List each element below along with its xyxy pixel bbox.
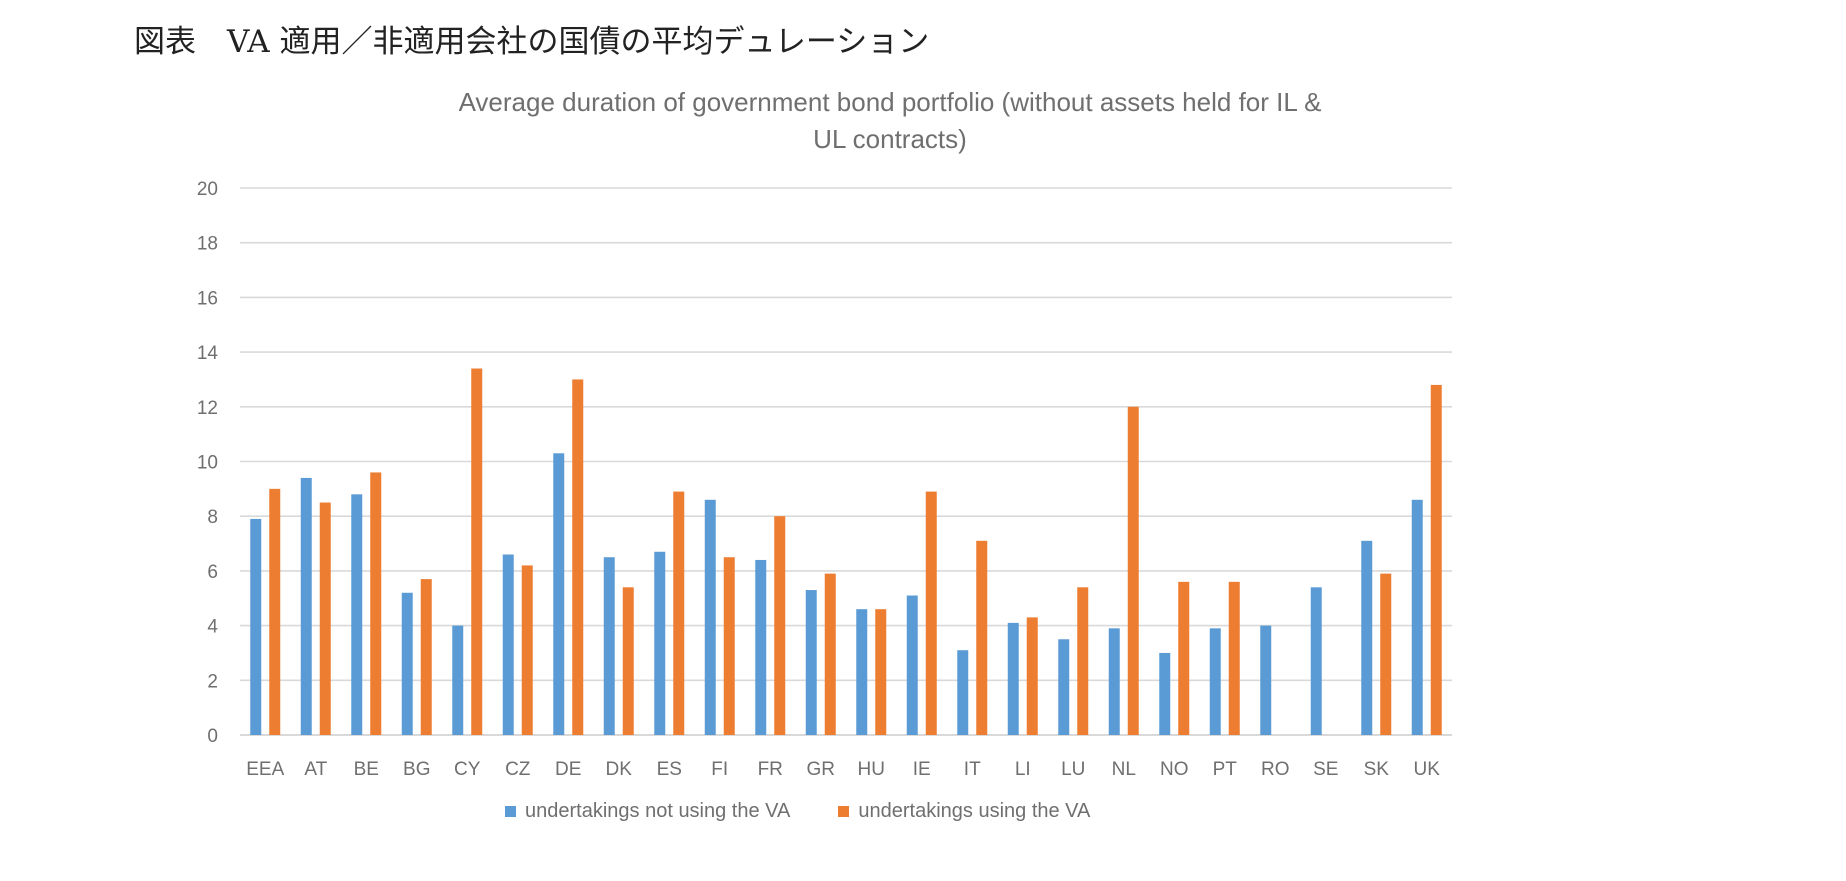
- bar-using-va: [673, 491, 685, 735]
- bar-using-va: [572, 379, 584, 735]
- x-tick-label: LI: [1015, 759, 1031, 780]
- bar-using-va: [925, 491, 937, 735]
- bar-not-using-va: [1007, 622, 1019, 735]
- y-tick-label: 20: [197, 179, 218, 200]
- y-tick-label: 4: [207, 617, 218, 638]
- bar-not-using-va: [1310, 587, 1322, 735]
- bar-not-using-va: [1209, 628, 1221, 735]
- x-tick-label: FI: [711, 759, 728, 780]
- bar-using-va: [420, 579, 432, 735]
- x-tick-label: SK: [1364, 759, 1390, 780]
- bar-using-va: [1430, 384, 1442, 735]
- bar-not-using-va: [401, 592, 413, 735]
- y-tick-label: 2: [207, 671, 218, 692]
- bar-using-va: [824, 573, 836, 735]
- bar-not-using-va: [351, 494, 363, 735]
- bars: [250, 368, 1442, 735]
- x-tick-label: AT: [304, 759, 327, 780]
- chart-title: Average duration of government bond port…: [240, 84, 1540, 158]
- bar-using-va: [622, 587, 634, 735]
- bar-using-va: [1127, 406, 1139, 735]
- bar-not-using-va: [704, 499, 716, 735]
- x-tick-label: DK: [606, 759, 633, 780]
- bar-not-using-va: [452, 625, 464, 735]
- y-axis-ticks: 0 2 4 6 8 10 12 14 16 18 20: [197, 179, 219, 747]
- x-tick-label: RO: [1261, 759, 1290, 780]
- bar-using-va: [1178, 581, 1190, 735]
- bar-using-va: [976, 540, 988, 735]
- bar-not-using-va: [805, 590, 817, 735]
- y-tick-label: 16: [197, 288, 218, 309]
- bar-using-va: [1077, 587, 1089, 735]
- y-tick-label: 12: [197, 398, 218, 419]
- x-tick-label: HU: [858, 759, 885, 780]
- y-tick-label: 10: [197, 453, 218, 474]
- x-tick-label: CZ: [505, 759, 531, 780]
- bar-using-va: [1380, 573, 1392, 735]
- x-tick-label: SE: [1313, 759, 1338, 780]
- bar-not-using-va: [1260, 625, 1272, 735]
- x-tick-label: IT: [964, 759, 981, 780]
- bar-using-va: [875, 609, 887, 735]
- bar-not-using-va: [250, 518, 262, 735]
- legend-item-not-using-va: undertakings not using the VA: [505, 800, 790, 823]
- bar-not-using-va: [654, 551, 666, 735]
- bar-not-using-va: [502, 554, 514, 735]
- legend-item-using-va: undertakings using the VA: [838, 800, 1090, 823]
- x-axis-ticks: EEA AT BE BG CY CZ DE DK ES FI FR GR HU IE IT LI LU NL NO P…: [246, 759, 1440, 780]
- bar-using-va: [269, 488, 281, 735]
- y-tick-label: 8: [207, 507, 218, 528]
- bar-using-va: [521, 565, 533, 735]
- x-tick-label: NO: [1160, 759, 1189, 780]
- y-tick-label: 0: [207, 726, 218, 747]
- bar-using-va: [370, 472, 382, 735]
- bar-using-va: [1026, 617, 1038, 735]
- x-tick-label: CY: [454, 759, 481, 780]
- legend-label-not-using-va: undertakings not using the VA: [525, 800, 791, 822]
- bar-not-using-va: [1159, 652, 1171, 735]
- chart-legend: undertakings not using the VA undertakin…: [505, 800, 1138, 823]
- x-tick-label: LU: [1061, 759, 1085, 780]
- x-tick-label: BG: [403, 759, 430, 780]
- gridlines: [240, 187, 1452, 736]
- x-tick-label: FR: [758, 759, 783, 780]
- bar-not-using-va: [1108, 628, 1120, 735]
- x-tick-label: BE: [354, 759, 379, 780]
- bar-using-va: [471, 368, 483, 735]
- x-tick-label: ES: [657, 759, 682, 780]
- x-tick-label: PT: [1213, 759, 1238, 780]
- bar-not-using-va: [553, 453, 565, 735]
- bar-not-using-va: [1058, 639, 1070, 735]
- legend-swatch-using-va: [838, 806, 850, 817]
- bar-not-using-va: [300, 477, 312, 735]
- bar-using-va: [774, 516, 786, 735]
- x-tick-label: UK: [1414, 759, 1441, 780]
- legend-label-using-va: undertakings using the VA: [858, 800, 1091, 822]
- y-tick-label: 6: [207, 562, 218, 583]
- chart-title-line-1: Average duration of government bond port…: [458, 87, 1322, 117]
- y-tick-label: 18: [197, 234, 218, 255]
- x-tick-label: DE: [555, 759, 581, 780]
- bar-not-using-va: [906, 595, 918, 735]
- bar-not-using-va: [1361, 540, 1373, 735]
- bar-not-using-va: [755, 559, 767, 735]
- bar-not-using-va: [856, 609, 868, 735]
- x-tick-label: EEA: [246, 759, 284, 780]
- x-tick-label: GR: [807, 759, 836, 780]
- chart-title-line-2: UL contracts): [813, 124, 967, 154]
- bar-not-using-va: [603, 557, 615, 735]
- figure-heading: 図表 VA 適用／非適用会社の国債の平均デュレーション: [134, 24, 930, 60]
- bar-not-using-va: [1411, 499, 1423, 735]
- bar-using-va: [723, 557, 735, 735]
- x-tick-label: NL: [1112, 759, 1136, 780]
- x-tick-label: IE: [913, 759, 931, 780]
- bar-using-va: [319, 502, 331, 735]
- y-tick-label: 14: [197, 343, 219, 364]
- bar-not-using-va: [957, 650, 969, 735]
- legend-swatch-not-using-va: [505, 806, 516, 817]
- bar-using-va: [1228, 581, 1240, 735]
